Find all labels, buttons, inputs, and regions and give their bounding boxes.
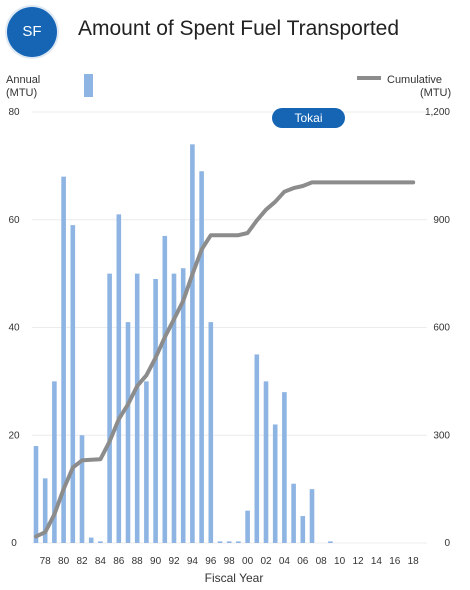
annual-bar — [291, 483, 296, 543]
right-tick-label: 1,200 — [425, 107, 450, 118]
annual-bar — [116, 214, 122, 544]
left-axis-label: Annual (MTU) — [6, 74, 40, 100]
cumulative-line — [34, 180, 416, 539]
x-tick-label: 04 — [279, 556, 291, 567]
annual-bar — [236, 541, 241, 543]
annual-bar — [217, 541, 223, 543]
right-tick-label: 0 — [444, 538, 450, 549]
annual-bar — [300, 516, 306, 543]
x-tick-label: 06 — [297, 556, 309, 567]
annual-bar — [61, 176, 66, 543]
x-tick-label: 84 — [95, 556, 107, 567]
annual-bar — [180, 268, 186, 543]
annual-bar — [190, 144, 195, 543]
annual-bar — [199, 171, 204, 543]
x-tick-label: 90 — [150, 556, 162, 567]
sf-badge: SF — [7, 7, 57, 57]
x-tick-label: 08 — [316, 556, 328, 567]
annual-bar — [70, 225, 76, 543]
annual-bar — [52, 381, 57, 543]
right-tick-label: 300 — [433, 430, 450, 441]
x-tick-label: 00 — [242, 556, 254, 567]
x-tick-label: 18 — [408, 556, 420, 567]
annual-bar — [125, 322, 131, 543]
x-tick-label: 94 — [187, 556, 199, 567]
x-axis-title: Fiscal Year — [205, 571, 264, 585]
tokai-label: Tokai — [272, 108, 345, 128]
annual-bar — [88, 537, 94, 543]
left-tick-label: 0 — [11, 538, 17, 549]
x-tick-label: 80 — [58, 556, 70, 567]
legend-cumulative-label: Cumulative — [387, 74, 443, 86]
x-tick-label: 10 — [334, 556, 346, 567]
legend-cumulative-swatch — [357, 76, 381, 80]
annual-bar — [263, 381, 269, 543]
left-tick-label: 60 — [8, 215, 20, 226]
right-tick-label: 600 — [433, 323, 450, 334]
left-axis-label-line-2: (MTU) — [6, 87, 38, 99]
x-tick-label: 86 — [113, 556, 125, 567]
annual-bar — [79, 435, 85, 543]
x-tick-label: 12 — [352, 556, 364, 567]
annual-bar — [282, 392, 287, 543]
annual-bar — [98, 541, 103, 543]
annual-bar — [328, 541, 333, 543]
x-tick-label: 82 — [76, 556, 88, 567]
right-tick-label: 900 — [433, 215, 450, 226]
annual-bar — [42, 478, 48, 543]
right-axis-unit: (MTU) — [420, 87, 452, 99]
annual-bar — [272, 424, 278, 543]
page-title: Amount of Spent Fuel Transported — [78, 17, 400, 40]
annual-bar — [153, 279, 158, 543]
x-tick-label: 78 — [40, 556, 52, 567]
annual-bar — [171, 273, 177, 543]
x-tick-label: 14 — [371, 556, 383, 567]
annual-bar — [254, 354, 260, 543]
annual-bar — [226, 541, 232, 543]
annual-bar — [208, 322, 214, 543]
gridlines — [32, 111, 427, 544]
cumulative-line-layer — [34, 180, 416, 539]
annual-bar — [144, 381, 149, 543]
x-tick-label: 98 — [224, 556, 236, 567]
annual-bar — [162, 235, 168, 543]
x-tick-label: 88 — [132, 556, 144, 567]
x-tick-label: 16 — [389, 556, 401, 567]
x-tick-label: 96 — [205, 556, 217, 567]
annual-bar — [134, 273, 140, 543]
annual-bar — [107, 273, 112, 543]
annual-bar — [245, 510, 250, 543]
left-tick-label: 80 — [8, 107, 20, 118]
left-axis-label-line-1: Annual — [6, 74, 41, 86]
annual-bar — [33, 446, 39, 543]
annual-bars — [33, 144, 333, 544]
x-tick-label: 02 — [260, 556, 272, 567]
x-tick-label: 92 — [168, 556, 180, 567]
left-tick-label: 40 — [8, 323, 20, 334]
left-tick-label: 20 — [8, 430, 20, 441]
annual-bar — [309, 489, 315, 543]
legend-annual-swatch — [84, 74, 93, 97]
